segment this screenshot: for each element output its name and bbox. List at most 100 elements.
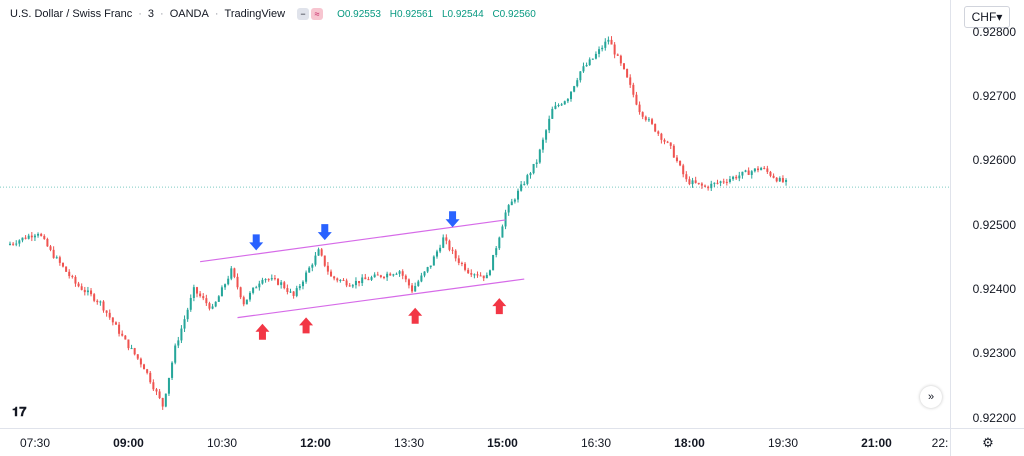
candle-body (725, 181, 728, 183)
indicator-toggle[interactable]: − ≈ (297, 8, 324, 20)
price-tick-label: 0.92800 (972, 24, 1016, 39)
candle-body (439, 247, 442, 252)
candle-body (629, 77, 632, 85)
tradingview-logo-icon[interactable]: 𝟏𝟕 (12, 404, 27, 419)
candle-body (454, 250, 457, 259)
candle-body (735, 176, 738, 179)
candle-body (308, 267, 311, 273)
chart-area[interactable]: U.S. Dollar / Swiss Franc · 3 · OANDA · … (0, 0, 950, 428)
candle-body (382, 277, 386, 279)
candle-body (177, 340, 180, 346)
candle-body (616, 54, 619, 56)
candle-body (114, 322, 117, 325)
time-tick-label: 09:00 (113, 436, 144, 450)
candle-body (301, 281, 304, 287)
candle-body (339, 279, 342, 281)
candle-body (230, 268, 233, 279)
candle-body (750, 171, 753, 175)
price-tick-label: 0.92700 (972, 89, 1016, 104)
candle-body (479, 275, 482, 277)
candle-body (364, 277, 367, 280)
candle-body (152, 382, 155, 390)
symbol-name[interactable]: U.S. Dollar / Swiss Franc (10, 8, 133, 20)
candle-body (376, 274, 379, 276)
candle-body (672, 145, 675, 158)
candle-body (666, 141, 669, 143)
time-tick-label: 15:00 (487, 436, 518, 450)
candle-body (647, 119, 650, 121)
candle-body (146, 369, 149, 373)
platform: TradingView (224, 8, 286, 20)
candle-body (700, 183, 703, 186)
time-scale[interactable]: 07:30 09:00 10:30 12:00 13:30 15:00 16:30 18:00… (0, 428, 950, 456)
candle-body (43, 235, 46, 239)
candle-body (451, 249, 454, 251)
candle-body (473, 274, 476, 276)
candle-body (205, 298, 208, 304)
candle-body (414, 285, 417, 292)
candle-body (778, 178, 781, 182)
candle-body (252, 287, 255, 293)
candle-body (292, 291, 295, 296)
candle-body (133, 348, 136, 355)
candle-body (476, 274, 479, 276)
candle-body (27, 235, 30, 239)
candle-body (470, 273, 473, 275)
gear-icon[interactable]: ⚙ (982, 435, 994, 450)
candle-body (90, 290, 93, 295)
candle-body (345, 280, 348, 286)
candle-body (685, 174, 688, 180)
candle-body (195, 287, 199, 294)
time-tick-label: 21:00 (861, 436, 892, 450)
candle-body (411, 285, 414, 292)
candle-body (694, 180, 697, 183)
candle-body (663, 139, 666, 142)
candle-body (467, 269, 470, 274)
open-value: O0.92553 (337, 8, 381, 20)
currency-button[interactable]: CHF▾ (964, 6, 1010, 28)
candle-body (728, 179, 731, 182)
candle-body (585, 64, 588, 67)
candle-body (744, 170, 747, 172)
candle-body (632, 84, 635, 95)
candle-body (520, 184, 523, 191)
candle-body (40, 233, 43, 236)
price-tick-label: 0.92400 (972, 282, 1016, 296)
candle-body (753, 168, 756, 172)
candlestick-plot[interactable] (0, 0, 950, 428)
candle-body (610, 39, 613, 45)
candle-body (354, 280, 357, 286)
candle-body (320, 249, 323, 256)
candle-body (286, 288, 289, 292)
minus-icon[interactable]: − (297, 8, 310, 20)
candle-body (217, 296, 220, 302)
price-scale[interactable]: CHF▾ 0.92800 0.92700 0.92600 0.92500 0.92400… (950, 0, 1024, 428)
candle-body (669, 142, 672, 146)
candle-body (71, 276, 74, 278)
candle-body (448, 240, 451, 250)
candle-body (326, 265, 329, 272)
candle-body (507, 205, 510, 213)
candle-body (361, 277, 364, 284)
candle-body (264, 279, 267, 281)
time-tick-label: 19:30 (767, 436, 799, 450)
ohlc-values: O0.92553 H0.92561 L0.92544 C0.92560 (337, 9, 542, 20)
candle-body (68, 271, 71, 277)
candle-body (161, 398, 164, 407)
candle-body (21, 237, 24, 241)
candle-body (208, 303, 211, 309)
candle-body (660, 133, 663, 140)
candle-body (573, 86, 576, 92)
price-tick-label: 0.92600 (972, 153, 1016, 168)
candle-body (317, 249, 320, 256)
scroll-right-icon[interactable]: » (920, 386, 942, 408)
candle-body (732, 176, 735, 180)
wave-icon[interactable]: ≈ (311, 8, 324, 20)
candle-body (298, 286, 301, 289)
interval[interactable]: 3 (147, 8, 155, 20)
candle-body (401, 271, 404, 276)
candle-body (485, 275, 488, 279)
candle-body (86, 290, 89, 293)
candle-body (180, 328, 183, 341)
candle-body (576, 80, 579, 87)
